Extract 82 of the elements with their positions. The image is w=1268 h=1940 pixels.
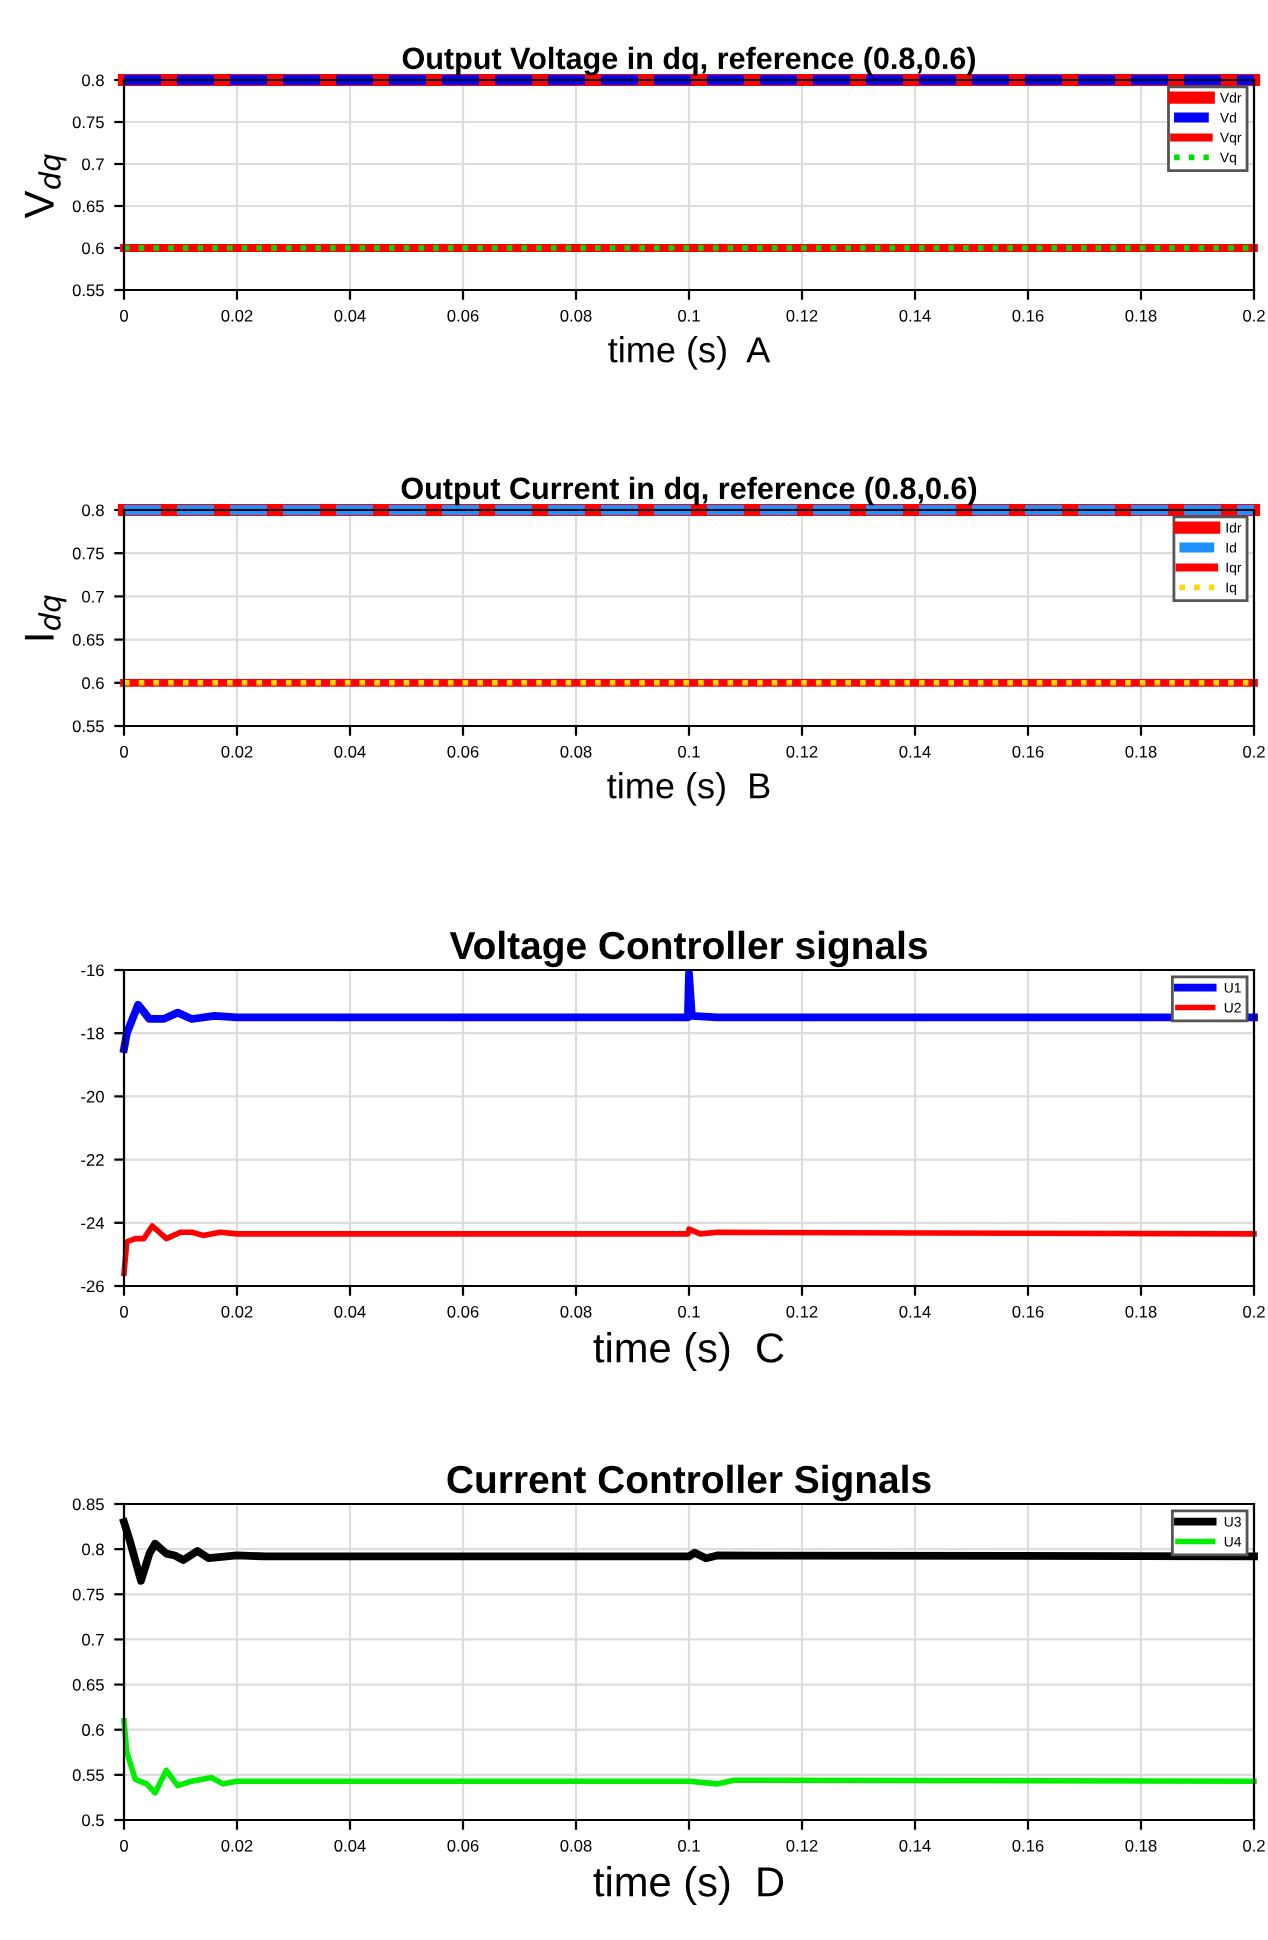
x-tick-label: 0.12 — [786, 1839, 818, 1852]
x-tick-label: 0.18 — [1125, 745, 1157, 758]
y-tick-label: 0.6 — [82, 677, 104, 689]
x-tick-label: 0.18 — [1125, 1305, 1157, 1318]
y-tick-label: -16 — [81, 964, 104, 977]
x-tick-label: 0.08 — [560, 1305, 592, 1318]
x-tick-label: 0.12 — [786, 745, 818, 758]
y-tick-label: 0.6 — [82, 1724, 104, 1736]
x-tick-label: 0.04 — [334, 745, 366, 758]
chart-title: Voltage Controller signals — [449, 930, 927, 968]
x-tick-label: 0.18 — [1125, 1839, 1157, 1852]
x-tick-label: 0.1 — [678, 1839, 700, 1852]
x-tick-label: 0.1 — [678, 309, 700, 322]
x-axis-title: time (s) B — [607, 772, 770, 806]
y-tick-label: 0.7 — [82, 158, 104, 171]
x-tick-label: 0.14 — [899, 309, 931, 322]
x-tick-label: 0.16 — [1012, 745, 1044, 758]
x-tick-label: 0.02 — [221, 1839, 253, 1852]
x-tick-label: 0.04 — [334, 1305, 366, 1318]
x-tick-label: 0 — [120, 309, 128, 322]
y-tick-label: 0.85 — [72, 1498, 104, 1511]
y-tick-label: -18 — [81, 1027, 104, 1040]
chart-title: Output Voltage in dq, reference (0.8,0.6) — [402, 46, 976, 76]
x-tick-label: 0.16 — [1012, 1839, 1044, 1852]
y-tick-label: 0.7 — [82, 1633, 104, 1646]
x-axis-title: time (s) D — [593, 1866, 784, 1905]
x-tick-label: 0 — [120, 1305, 128, 1318]
y-tick-label: 0.5 — [82, 1814, 104, 1827]
line-series — [121, 1223, 1257, 1277]
y-tick-label: 0.55 — [72, 720, 104, 733]
x-tick-label: 0.2 — [1243, 1839, 1265, 1852]
x-tick-label: 0.18 — [1125, 309, 1157, 322]
x-tick-label: 0.2 — [1243, 745, 1265, 758]
x-tick-label: 0 — [120, 1839, 128, 1852]
x-tick-label: 0.02 — [221, 309, 253, 322]
x-tick-label: 0.2 — [1243, 1305, 1265, 1318]
x-tick-label: 0.08 — [560, 1839, 592, 1852]
x-tick-label: 0.02 — [221, 745, 253, 758]
x-tick-label: 0.06 — [447, 309, 479, 322]
x-tick-label: 0.06 — [447, 1839, 479, 1852]
x-tick-label: 0.2 — [1243, 309, 1265, 322]
x-tick-label: 0.08 — [560, 309, 592, 322]
x-tick-label: 0.1 — [678, 1305, 700, 1318]
x-tick-label: 0.1 — [678, 745, 700, 758]
x-tick-label: 0.12 — [786, 1305, 818, 1318]
y-tick-label: 0.55 — [72, 1769, 104, 1782]
x-tick-label: 0.02 — [221, 1305, 253, 1318]
chart-title: Current Controller Signals — [447, 1464, 931, 1502]
x-tick-label: 0.14 — [899, 1839, 931, 1852]
y-tick-label: 0.65 — [72, 1678, 104, 1691]
x-tick-label: 0.14 — [899, 1305, 931, 1318]
chart-title: Output Current in dq, reference (0.8,0.6) — [401, 476, 977, 506]
y-tick-label: -20 — [81, 1090, 104, 1103]
y-tick-label: 0.7 — [82, 590, 104, 603]
y-tick-label: 0.8 — [82, 74, 104, 87]
x-tick-label: 0.12 — [786, 309, 818, 322]
x-tick-label: 0.06 — [447, 1305, 479, 1318]
y-tick-label: -24 — [81, 1217, 105, 1229]
x-tick-label: 0 — [120, 745, 128, 758]
x-tick-label: 0.04 — [334, 309, 366, 322]
y-tick-label: 0.75 — [72, 1588, 104, 1601]
y-tick-label: -22 — [81, 1154, 104, 1166]
y-axis-title: V$_{dq}$ — [24, 154, 67, 219]
x-tick-label: 0.14 — [899, 745, 931, 758]
x-tick-label: 0.16 — [1012, 309, 1044, 322]
y-tick-label: 0.55 — [72, 284, 104, 297]
y-tick-label: 0.65 — [72, 634, 104, 646]
x-tick-label: 0.16 — [1012, 1305, 1044, 1318]
x-axis-title: time (s) A — [608, 336, 771, 370]
x-tick-label: 0.04 — [334, 1839, 366, 1852]
x-axis-title: time (s) C — [593, 1332, 784, 1371]
y-axis-title: I$_{dq}$ — [24, 595, 67, 640]
y-tick-label: 0.65 — [72, 200, 104, 213]
y-tick-label: 0.6 — [82, 242, 104, 255]
y-tick-label: 0.8 — [82, 1543, 104, 1556]
y-tick-label: 0.75 — [72, 547, 104, 560]
x-tick-label: 0.06 — [447, 745, 479, 758]
y-tick-label: 0.8 — [82, 504, 104, 517]
line-series — [121, 1717, 1257, 1796]
x-tick-label: 0.08 — [560, 745, 592, 758]
y-tick-label: 0.75 — [72, 116, 104, 129]
y-tick-label: -26 — [81, 1280, 104, 1293]
